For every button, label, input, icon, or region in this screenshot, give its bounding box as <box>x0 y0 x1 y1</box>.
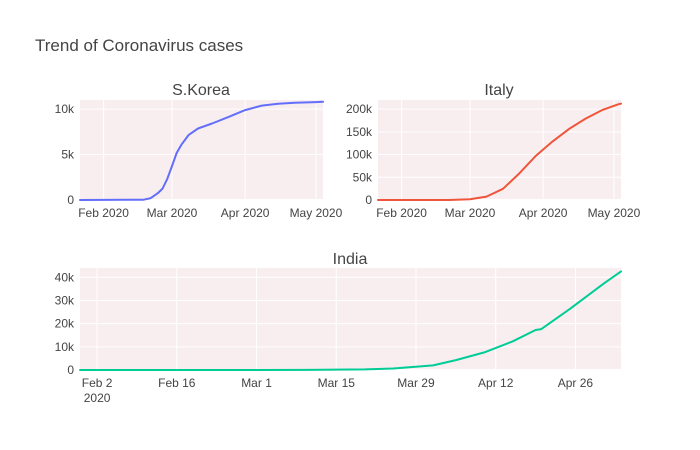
x-tick-label: May 2020 <box>588 206 641 220</box>
x-tick-label: Apr 12 <box>478 376 514 390</box>
y-tick-label: 30k <box>55 293 75 307</box>
y-tick-label: 50k <box>353 170 373 184</box>
series-line <box>79 270 622 371</box>
subplot-2: Feb 2020 Mar 2020 Apr 2020 May 2020 0 50k 100k… <box>346 82 641 220</box>
x-tick-label: Mar 1 <box>241 376 272 390</box>
y-tick-label: 0 <box>67 193 74 207</box>
x-tick-label: Feb 2020 <box>78 206 129 220</box>
x-tick-label: Apr 2020 <box>221 206 270 220</box>
plot-area <box>80 268 621 370</box>
x-tick-label: Mar 29 <box>397 376 435 390</box>
y-tick-label: 10k <box>55 102 75 116</box>
y-tick-label: 200k <box>346 102 373 116</box>
x-tick-label: Mar 15 <box>318 376 356 390</box>
plot-area <box>378 100 621 200</box>
y-tick-label: 100k <box>346 148 373 162</box>
y-tick-label: 10k <box>55 340 75 354</box>
subplot-title: Italy <box>484 82 513 99</box>
subplot-3: Feb 2 2020 Feb 16 Mar 1 Mar 15 Mar 29 Apr 12 Ap… <box>55 251 622 405</box>
y-tick-label: 150k <box>346 125 373 139</box>
subplot-1: Feb 2020 Mar 2020 Apr 2020 May 2020 0 5k 10k S.… <box>55 82 343 220</box>
subplot-title: S.Korea <box>172 82 230 99</box>
y-tick-label: 0 <box>67 363 74 377</box>
series-line <box>79 100 324 201</box>
x-tick-label: Feb 2 2020 <box>82 376 113 405</box>
x-tick-label: May 2020 <box>290 206 343 220</box>
x-tick-label: Apr 26 <box>558 376 594 390</box>
y-tick-label: 0 <box>365 193 372 207</box>
y-tick-label: 40k <box>55 270 75 284</box>
x-tick-label: Mar 2020 <box>445 206 496 220</box>
x-tick-label: Mar 2020 <box>147 206 198 220</box>
x-tick-label: Feb 16 <box>158 376 196 390</box>
x-tick-label: Feb 2020 <box>376 206 427 220</box>
figure-title: Trend of Coronavirus cases <box>35 36 243 55</box>
plot-area <box>80 100 323 200</box>
y-tick-label: 20k <box>55 317 75 331</box>
subplot-title: India <box>333 251 368 268</box>
x-tick-label: Apr 2020 <box>519 206 568 220</box>
y-tick-label: 5k <box>61 148 75 162</box>
series-line <box>377 102 622 201</box>
